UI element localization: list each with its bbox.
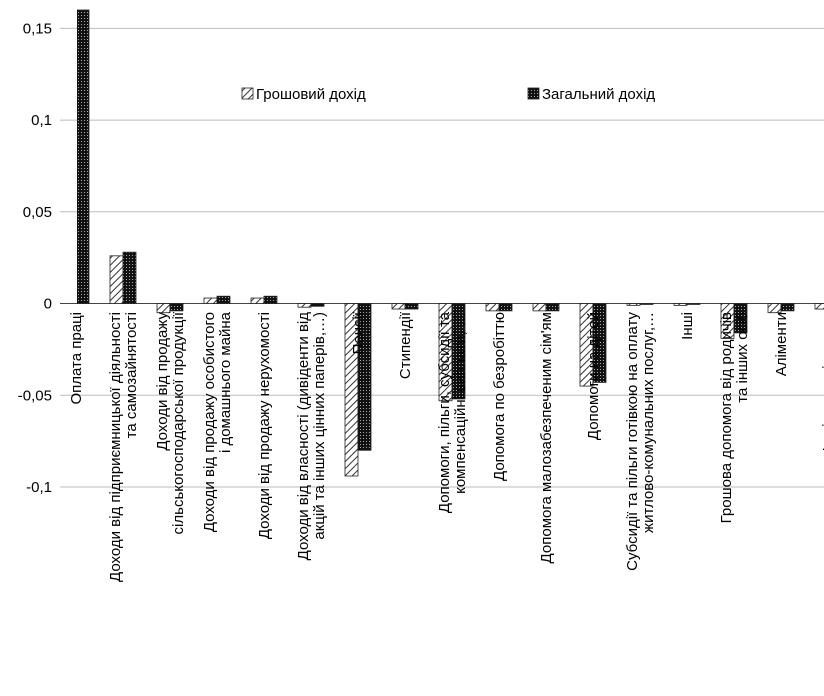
x-tick-label: Доходи від власності (дивіденти відакцій… <box>295 312 328 561</box>
bar <box>545 303 560 312</box>
bar <box>673 303 688 306</box>
bar <box>485 303 500 312</box>
bar <box>733 303 748 334</box>
label-line: Допомоги на дітей <box>585 312 602 440</box>
bar <box>391 303 406 310</box>
x-tick-label: Допомоги на дітей <box>585 312 602 440</box>
bar <box>767 303 782 314</box>
label-line: Допомога малозабезпеченим сім'ям <box>538 312 555 563</box>
bar <box>592 303 607 383</box>
legend-label: Загальний дохід <box>542 86 655 103</box>
bars <box>77 9 824 477</box>
bar <box>639 303 654 305</box>
y-tick-label: -0,1 <box>26 479 52 496</box>
label-line: акцій та інших цінних паперів,…) <box>311 312 328 540</box>
bar <box>77 9 90 304</box>
y-tick-label: -0,05 <box>18 387 52 404</box>
x-tick-label: Доходи від продажу особистогоі домашньог… <box>201 311 234 532</box>
label-line: та інших осіб <box>734 312 751 403</box>
bar <box>216 295 231 304</box>
x-tick-label: Доходи від продажусільськогосподарської … <box>154 311 187 534</box>
bar <box>780 303 795 312</box>
bar <box>357 303 372 451</box>
label-line: Пенсії <box>350 311 367 354</box>
x-tick-label: Інші <box>679 312 696 340</box>
label-line: Доходи від продажу <box>154 312 171 451</box>
label-line: Субсидії та пільги готівкою на оплату <box>624 312 641 571</box>
y-tick-label: 0,05 <box>23 204 52 221</box>
x-tick-label: Доходи від підприємницької діяльностіта … <box>107 312 140 582</box>
label-line: Грошова допомога від родичів <box>718 312 735 523</box>
legend-label: Грошовий дохід <box>256 86 366 103</box>
label-line: Доходи від продажу особистого <box>201 312 218 532</box>
y-tick-label: 0 <box>44 296 52 313</box>
bar <box>532 303 547 312</box>
label-line: сільськогосподарської продукції <box>170 311 187 534</box>
x-tick-label: Допомога по безробіттю <box>491 312 508 481</box>
bar <box>122 251 137 304</box>
x-tick-label: Субсидії та пільги готівкою на оплатужит… <box>624 312 657 571</box>
label-line: Допомоги, пільги, субсидії та <box>436 311 453 513</box>
label-line: Доходи від підприємницької діяльності <box>107 312 124 582</box>
x-tick-label: Доходи від продажу нерухомості <box>256 312 273 539</box>
bar <box>297 303 312 308</box>
legend-swatch <box>527 87 540 100</box>
bar <box>203 297 218 304</box>
x-tick-label: Грошова допомога від родичівта інших осі… <box>718 312 751 523</box>
y-tick-label: 0,1 <box>31 112 52 129</box>
x-tick-label: Аліменти <box>773 312 790 376</box>
label-line: компенсаційні виплати, … <box>452 312 469 494</box>
bar <box>250 297 265 304</box>
x-tick-label: Допомоги, пільги, субсидії такомпенсацій… <box>436 311 469 513</box>
label-line: Допомога по безробіттю <box>491 312 508 481</box>
label-line: Інші <box>679 312 696 340</box>
x-tick-label: Інші грошові доходи <box>820 312 824 451</box>
bar <box>109 255 124 304</box>
label-line: Інші грошові доходи <box>820 312 824 451</box>
label-line: та самозайнятості <box>123 312 140 438</box>
label-line: і домашнього майна <box>217 311 234 453</box>
legend-swatch <box>241 87 254 100</box>
x-tick-label: Пенсії <box>350 311 367 354</box>
bar <box>310 303 325 307</box>
bar <box>404 303 419 310</box>
bar <box>686 303 701 305</box>
label-line: Аліменти <box>773 312 790 376</box>
label-line: Стипендії <box>397 311 414 379</box>
label-line: Доходи від продажу нерухомості <box>256 312 273 539</box>
bar <box>169 303 184 312</box>
label-line: Доходи від власності (дивіденти від <box>295 312 312 561</box>
x-tick-label: Оплата праці <box>68 312 85 405</box>
bar <box>156 303 171 314</box>
label-line: житлово-комунальних послуг,… <box>640 312 657 533</box>
bar <box>451 303 466 400</box>
bar <box>814 303 824 310</box>
y-tick-label: 0,15 <box>23 20 52 37</box>
bar <box>626 303 641 306</box>
bar <box>263 295 278 304</box>
bar <box>498 303 513 312</box>
x-tick-label: Стипендії <box>397 311 414 379</box>
label-line: Оплата праці <box>68 312 85 405</box>
x-tick-label: Допомога малозабезпеченим сім'ям <box>538 312 555 563</box>
